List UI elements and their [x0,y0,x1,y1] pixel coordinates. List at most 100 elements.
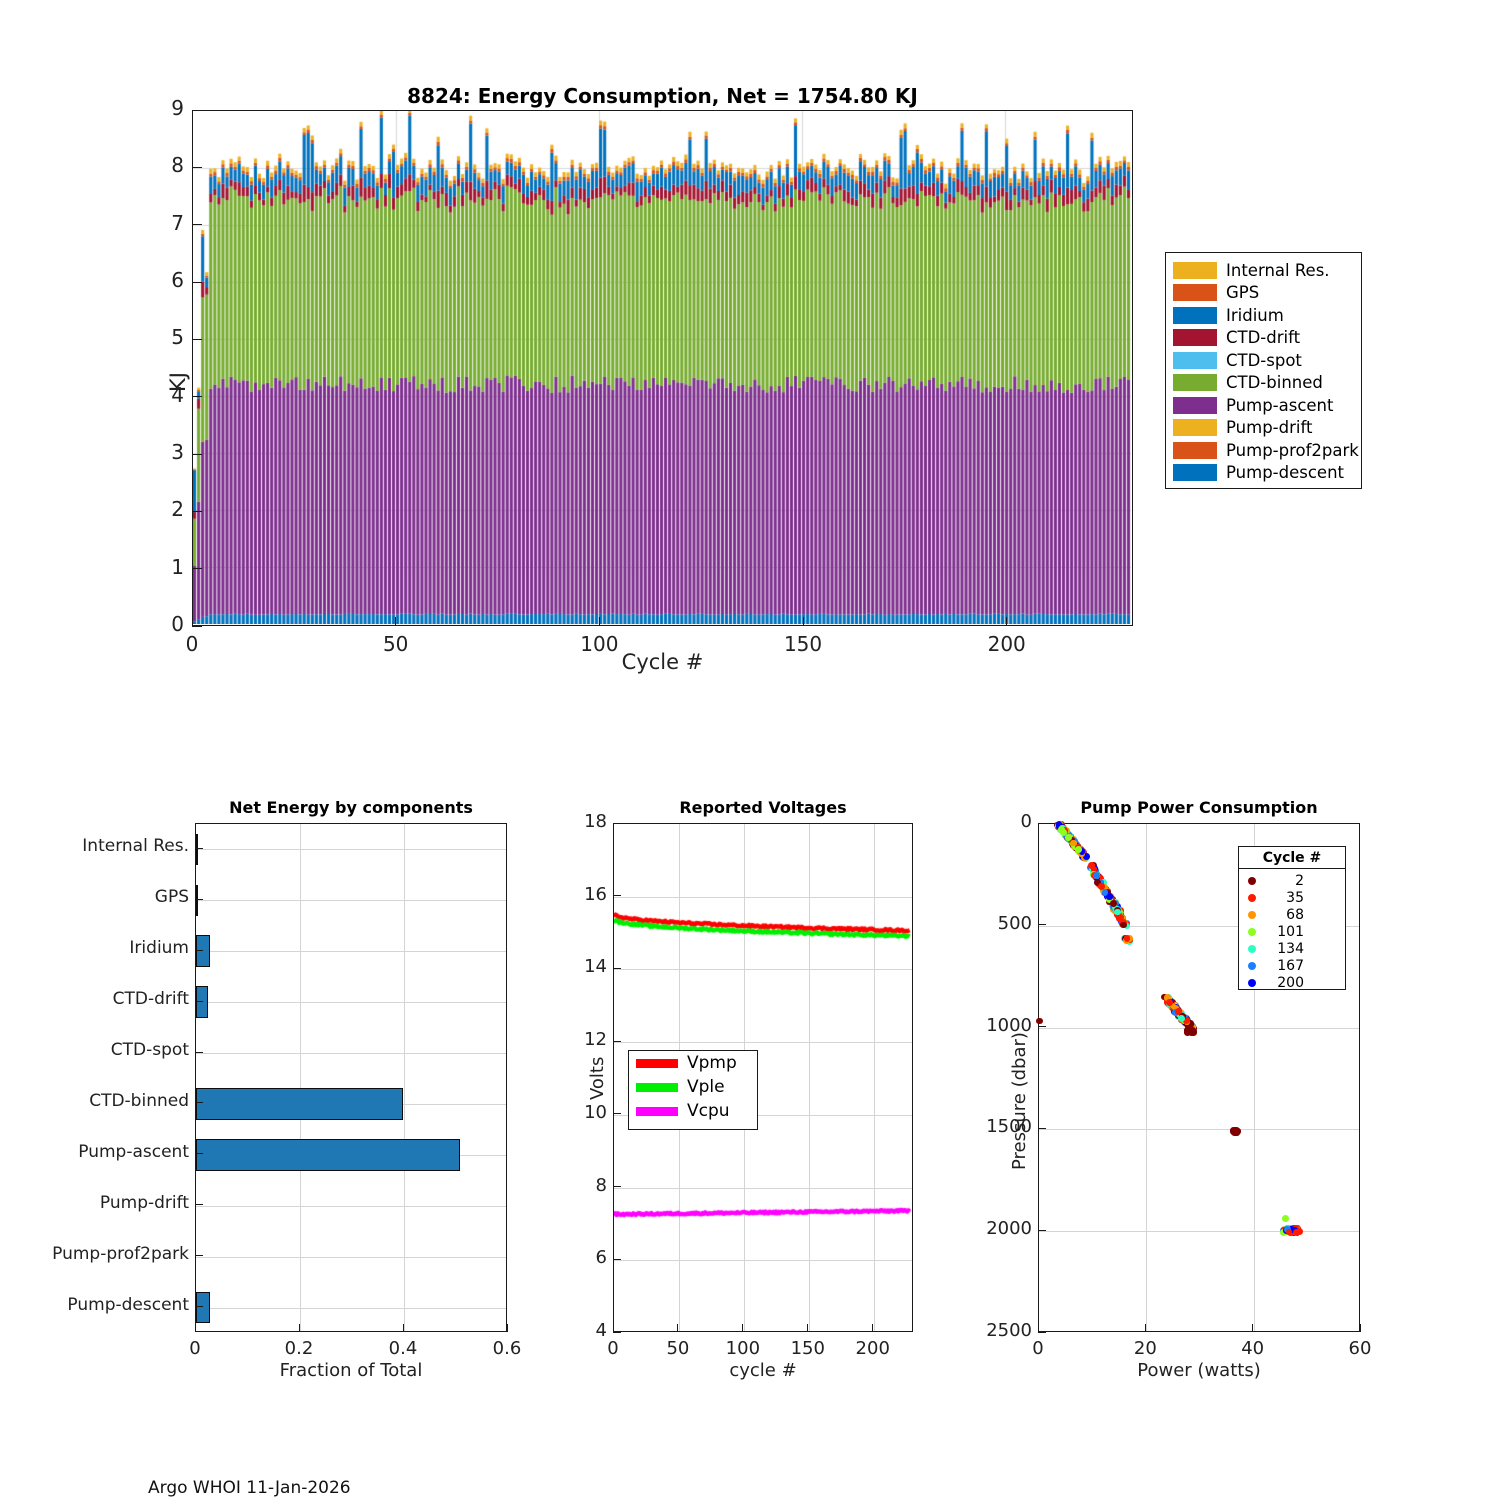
x-tick-label: 100 [725,1338,761,1359]
x-tick-mark [802,617,804,626]
y-tick-mark [192,224,202,226]
y-tick-mark [195,1102,203,1104]
legend-label: 167 [1277,957,1304,974]
y-tick-label: 7 [171,210,184,235]
reported-voltages-x-axis-label: cycle # [729,1360,797,1381]
y-tick-label: 4 [595,1320,607,1341]
legend-label: Pump-ascent [1226,395,1334,415]
y-tick-mark [1038,822,1046,824]
legend-label: 2 [1295,872,1304,889]
pump-power-legend-title: Cycle # [1239,847,1345,869]
y-tick-mark [192,396,202,398]
y-tick-mark [195,1153,203,1155]
y-tick-label: 14 [584,956,607,978]
table-row [196,986,208,1018]
gridline-vertical [1253,824,1255,1331]
y-tick-mark [195,1204,203,1206]
energy-consumption-bars [193,111,1131,624]
reported-voltages-panel: Reported Voltages Vpmp Vple Vcpu 4 6 8 10 12 14… [584,798,913,1381]
y-tick-label: 1500 [986,1116,1032,1138]
legend-item: 134 [1239,940,1345,957]
x-tick-label: 200 [855,1338,890,1359]
y-tick-mark [192,568,202,570]
y-tick-mark [1038,1229,1046,1231]
gridline-horizontal [196,900,506,902]
data-point [1188,1027,1196,1035]
legend-item: CTD-binned [1166,372,1361,395]
legend-label: CTD-drift [1226,328,1301,348]
y-tick-mark [613,967,621,969]
y-tick-label: 6 [595,1247,607,1269]
gridline-vertical [300,824,301,1331]
data-point [1098,883,1105,891]
net-energy-title: Net Energy by components [229,798,473,817]
x-tick-mark [298,1324,300,1332]
y-tick-mark [1038,1127,1046,1129]
category-label: CTD-binned [89,1090,189,1111]
table-row [196,884,199,917]
category-label: Pump-prof2park [52,1243,189,1264]
y-tick-mark [1038,924,1046,926]
data-point [1174,1007,1182,1015]
category-label: CTD-drift [112,989,189,1010]
data-point [1114,908,1121,916]
data-point [1075,846,1082,854]
x-tick-label: 0.6 [492,1338,522,1359]
y-tick-mark [192,453,202,455]
data-point [1088,861,1096,869]
reported-voltages-axes: Vpmp Vple Vcpu [613,823,913,1332]
table-row [196,1139,461,1171]
y-tick-mark [192,625,202,627]
data-point [1094,879,1102,886]
pump-power-legend: Cycle # 2 35 68 101 134 167 200 [1238,846,1346,991]
legend-label: 68 [1286,906,1304,923]
y-tick-mark [192,166,202,168]
pump-power-y-axis-label: Pressure (dbar) [1009,1032,1030,1170]
y-tick-mark [195,847,203,849]
table-row [196,1291,210,1324]
x-tick-label: 0.4 [388,1338,418,1359]
category-label: Iridium [129,938,189,959]
y-tick-mark [195,1255,203,1257]
legend-item: Vple [629,1075,757,1099]
legend-swatch-pump-ascent [1173,396,1217,414]
legend-swatch-pump-prof2park [1173,441,1217,459]
x-tick-mark [677,1324,679,1332]
data-point [1123,922,1131,930]
data-point [1123,935,1131,942]
table-row [196,1088,403,1120]
energy-consumption-axes [192,110,1133,626]
y-tick-mark [192,510,202,512]
legend-label: 101 [1277,923,1304,940]
data-point [1169,1002,1177,1010]
legend-item: Pump-prof2park [1166,439,1361,462]
legend-label: Vcpu [687,1101,730,1121]
x-tick-mark [612,1324,614,1332]
y-tick-label: 1000 [986,1014,1032,1036]
x-tick-label: 60 [1348,1338,1372,1359]
legend-swatch-vcpu [636,1106,678,1116]
data-point [1090,865,1098,873]
y-tick-label: 0 [1020,811,1032,832]
x-tick-mark [1144,1324,1146,1332]
gridline-vertical [1146,824,1148,1331]
pump-power-panel: Pump Power Consumption Cycle # 2 35 68 101 1… [986,798,1372,1381]
x-tick-label: 0 [607,1338,619,1359]
category-label: Pump-drift [99,1192,189,1213]
legend-swatch-cycle-134 [1248,944,1256,953]
legend-label: CTD-spot [1226,350,1302,370]
y-tick-mark [1038,1331,1046,1333]
legend-swatch-pump-descent [1173,464,1217,482]
y-tick-label: 4 [171,382,184,407]
legend-label: 200 [1277,974,1304,991]
y-tick-mark [613,822,621,824]
legend-item: Pump-drift [1166,417,1361,440]
y-tick-mark [195,1306,203,1308]
x-tick-mark [1359,1324,1361,1332]
data-point [1059,829,1067,836]
y-tick-mark [613,1113,621,1115]
x-tick-mark [395,617,397,626]
legend-swatch-internal-res [1173,261,1217,279]
y-tick-label: 12 [584,1029,607,1051]
category-label: Pump-descent [67,1294,189,1315]
